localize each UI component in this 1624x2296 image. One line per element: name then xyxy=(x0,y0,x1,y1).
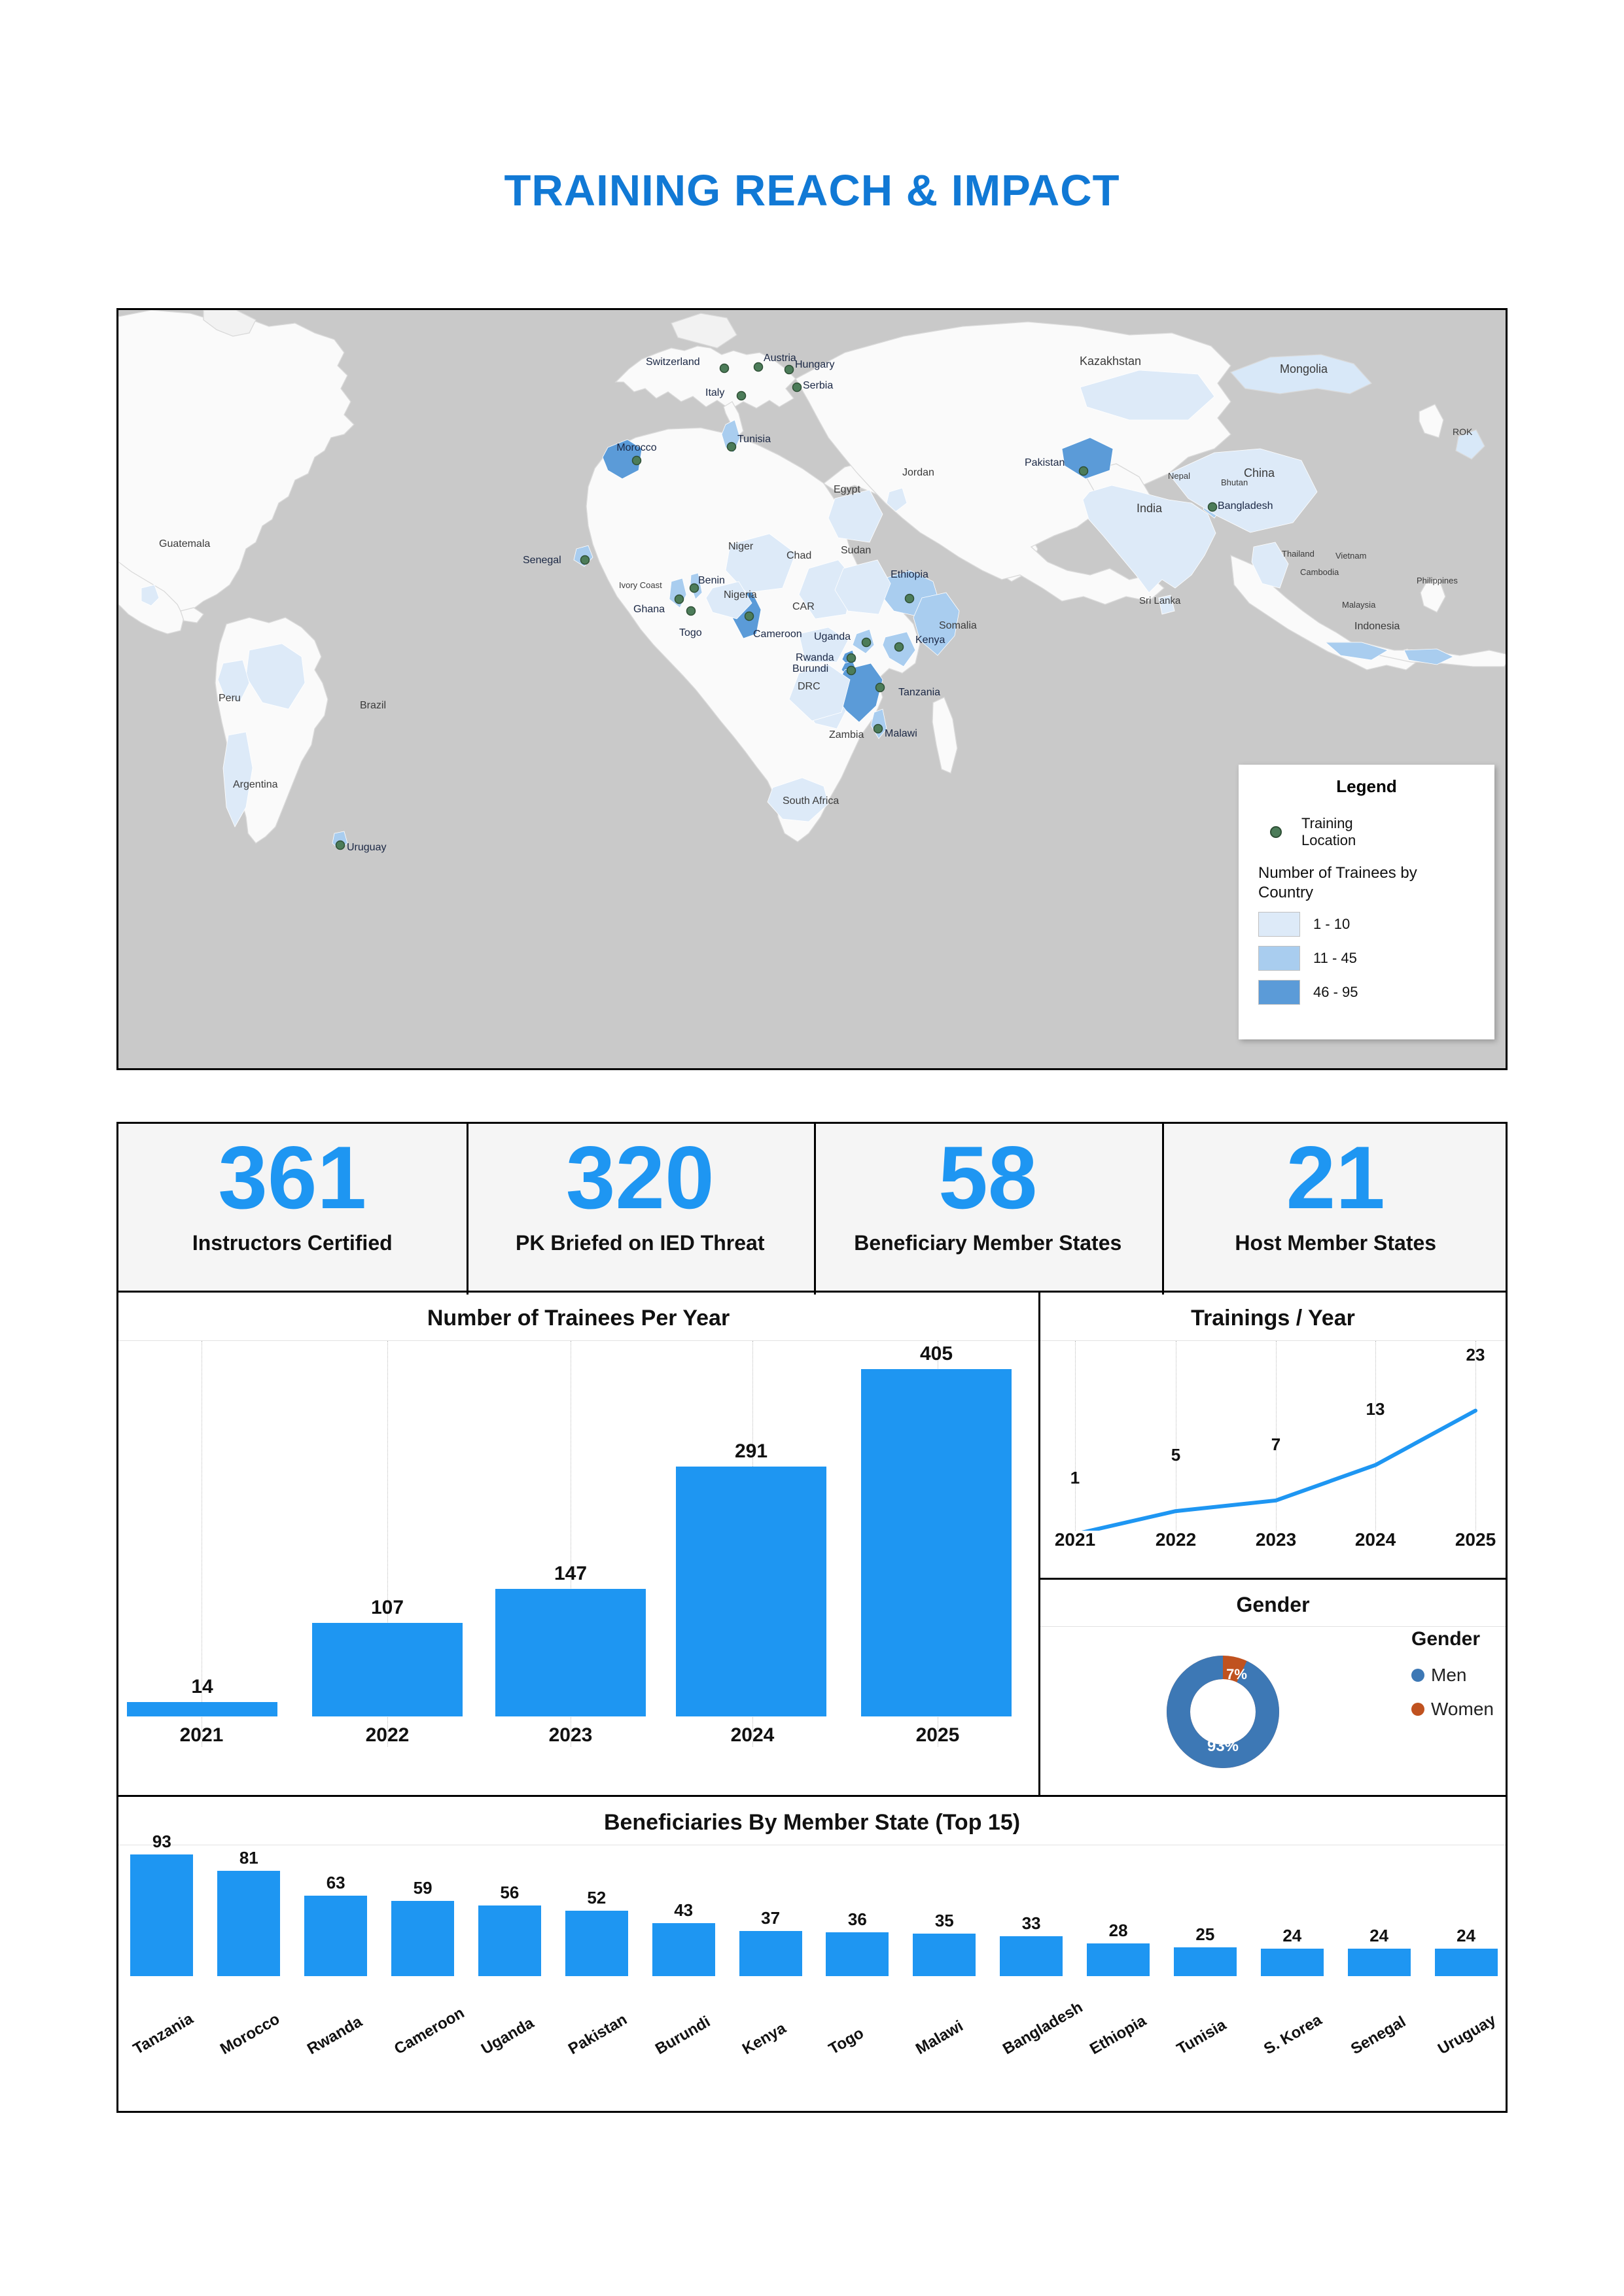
svg-text:Uganda: Uganda xyxy=(814,631,851,642)
svg-text:Nigeria: Nigeria xyxy=(724,589,757,600)
svg-text:Egypt: Egypt xyxy=(834,484,860,495)
svg-text:ROK: ROK xyxy=(1453,426,1473,437)
svg-text:Chad: Chad xyxy=(786,550,811,561)
svg-text:Brazil: Brazil xyxy=(360,700,386,711)
svg-text:Hungary: Hungary xyxy=(795,359,834,370)
svg-text:Mongolia: Mongolia xyxy=(1280,362,1328,375)
svg-text:Morocco: Morocco xyxy=(616,442,656,453)
svg-text:Bangladesh: Bangladesh xyxy=(1218,500,1273,512)
svg-text:CAR: CAR xyxy=(792,601,815,612)
svg-text:7%: 7% xyxy=(1226,1666,1247,1682)
svg-text:DRC: DRC xyxy=(798,681,821,692)
svg-text:Switzerland: Switzerland xyxy=(646,357,700,368)
svg-text:China: China xyxy=(1244,466,1275,479)
svg-text:Senegal: Senegal xyxy=(523,555,561,566)
svg-text:Thailand: Thailand xyxy=(1282,549,1315,559)
svg-text:Somalia: Somalia xyxy=(939,620,977,631)
svg-text:Serbia: Serbia xyxy=(803,380,833,391)
svg-text:Tanzania: Tanzania xyxy=(898,687,940,698)
svg-text:Ethiopia: Ethiopia xyxy=(891,569,928,580)
svg-text:Kenya: Kenya xyxy=(915,635,945,646)
svg-text:South Africa: South Africa xyxy=(783,795,839,807)
svg-text:Rwanda: Rwanda xyxy=(796,652,834,663)
svg-text:Pakistan: Pakistan xyxy=(1025,457,1065,468)
svg-text:Italy: Italy xyxy=(705,387,724,398)
svg-text:93%: 93% xyxy=(1207,1737,1239,1755)
svg-text:Kazakhstan: Kazakhstan xyxy=(1080,355,1141,368)
svg-text:Ivory Coast: Ivory Coast xyxy=(619,580,662,590)
svg-text:Philippines: Philippines xyxy=(1417,576,1458,585)
svg-text:Malawi: Malawi xyxy=(885,728,917,739)
svg-text:Tunisia: Tunisia xyxy=(737,434,771,445)
svg-text:Benin: Benin xyxy=(698,575,725,586)
svg-text:Niger: Niger xyxy=(728,541,754,552)
svg-text:Austria: Austria xyxy=(764,353,796,364)
svg-text:Malaysia: Malaysia xyxy=(1342,600,1376,610)
svg-text:Zambia: Zambia xyxy=(829,729,864,740)
svg-text:Guatemala: Guatemala xyxy=(159,538,210,549)
svg-text:Burundi: Burundi xyxy=(792,663,828,674)
svg-text:India: India xyxy=(1137,502,1163,515)
svg-text:Indonesia: Indonesia xyxy=(1354,621,1400,632)
svg-text:Peru: Peru xyxy=(219,693,241,704)
svg-text:Nepal: Nepal xyxy=(1168,471,1190,481)
svg-text:Jordan: Jordan xyxy=(902,467,934,478)
svg-text:Cambodia: Cambodia xyxy=(1300,567,1339,577)
svg-text:Argentina: Argentina xyxy=(233,779,278,790)
svg-text:Sri Lanka: Sri Lanka xyxy=(1139,595,1181,606)
svg-text:Cameroon: Cameroon xyxy=(753,629,802,640)
svg-text:Sudan: Sudan xyxy=(841,545,871,556)
svg-text:Ghana: Ghana xyxy=(633,604,665,615)
svg-text:Uruguay: Uruguay xyxy=(347,842,386,853)
svg-text:Togo: Togo xyxy=(679,627,702,638)
svg-text:Vietnam: Vietnam xyxy=(1335,551,1366,561)
